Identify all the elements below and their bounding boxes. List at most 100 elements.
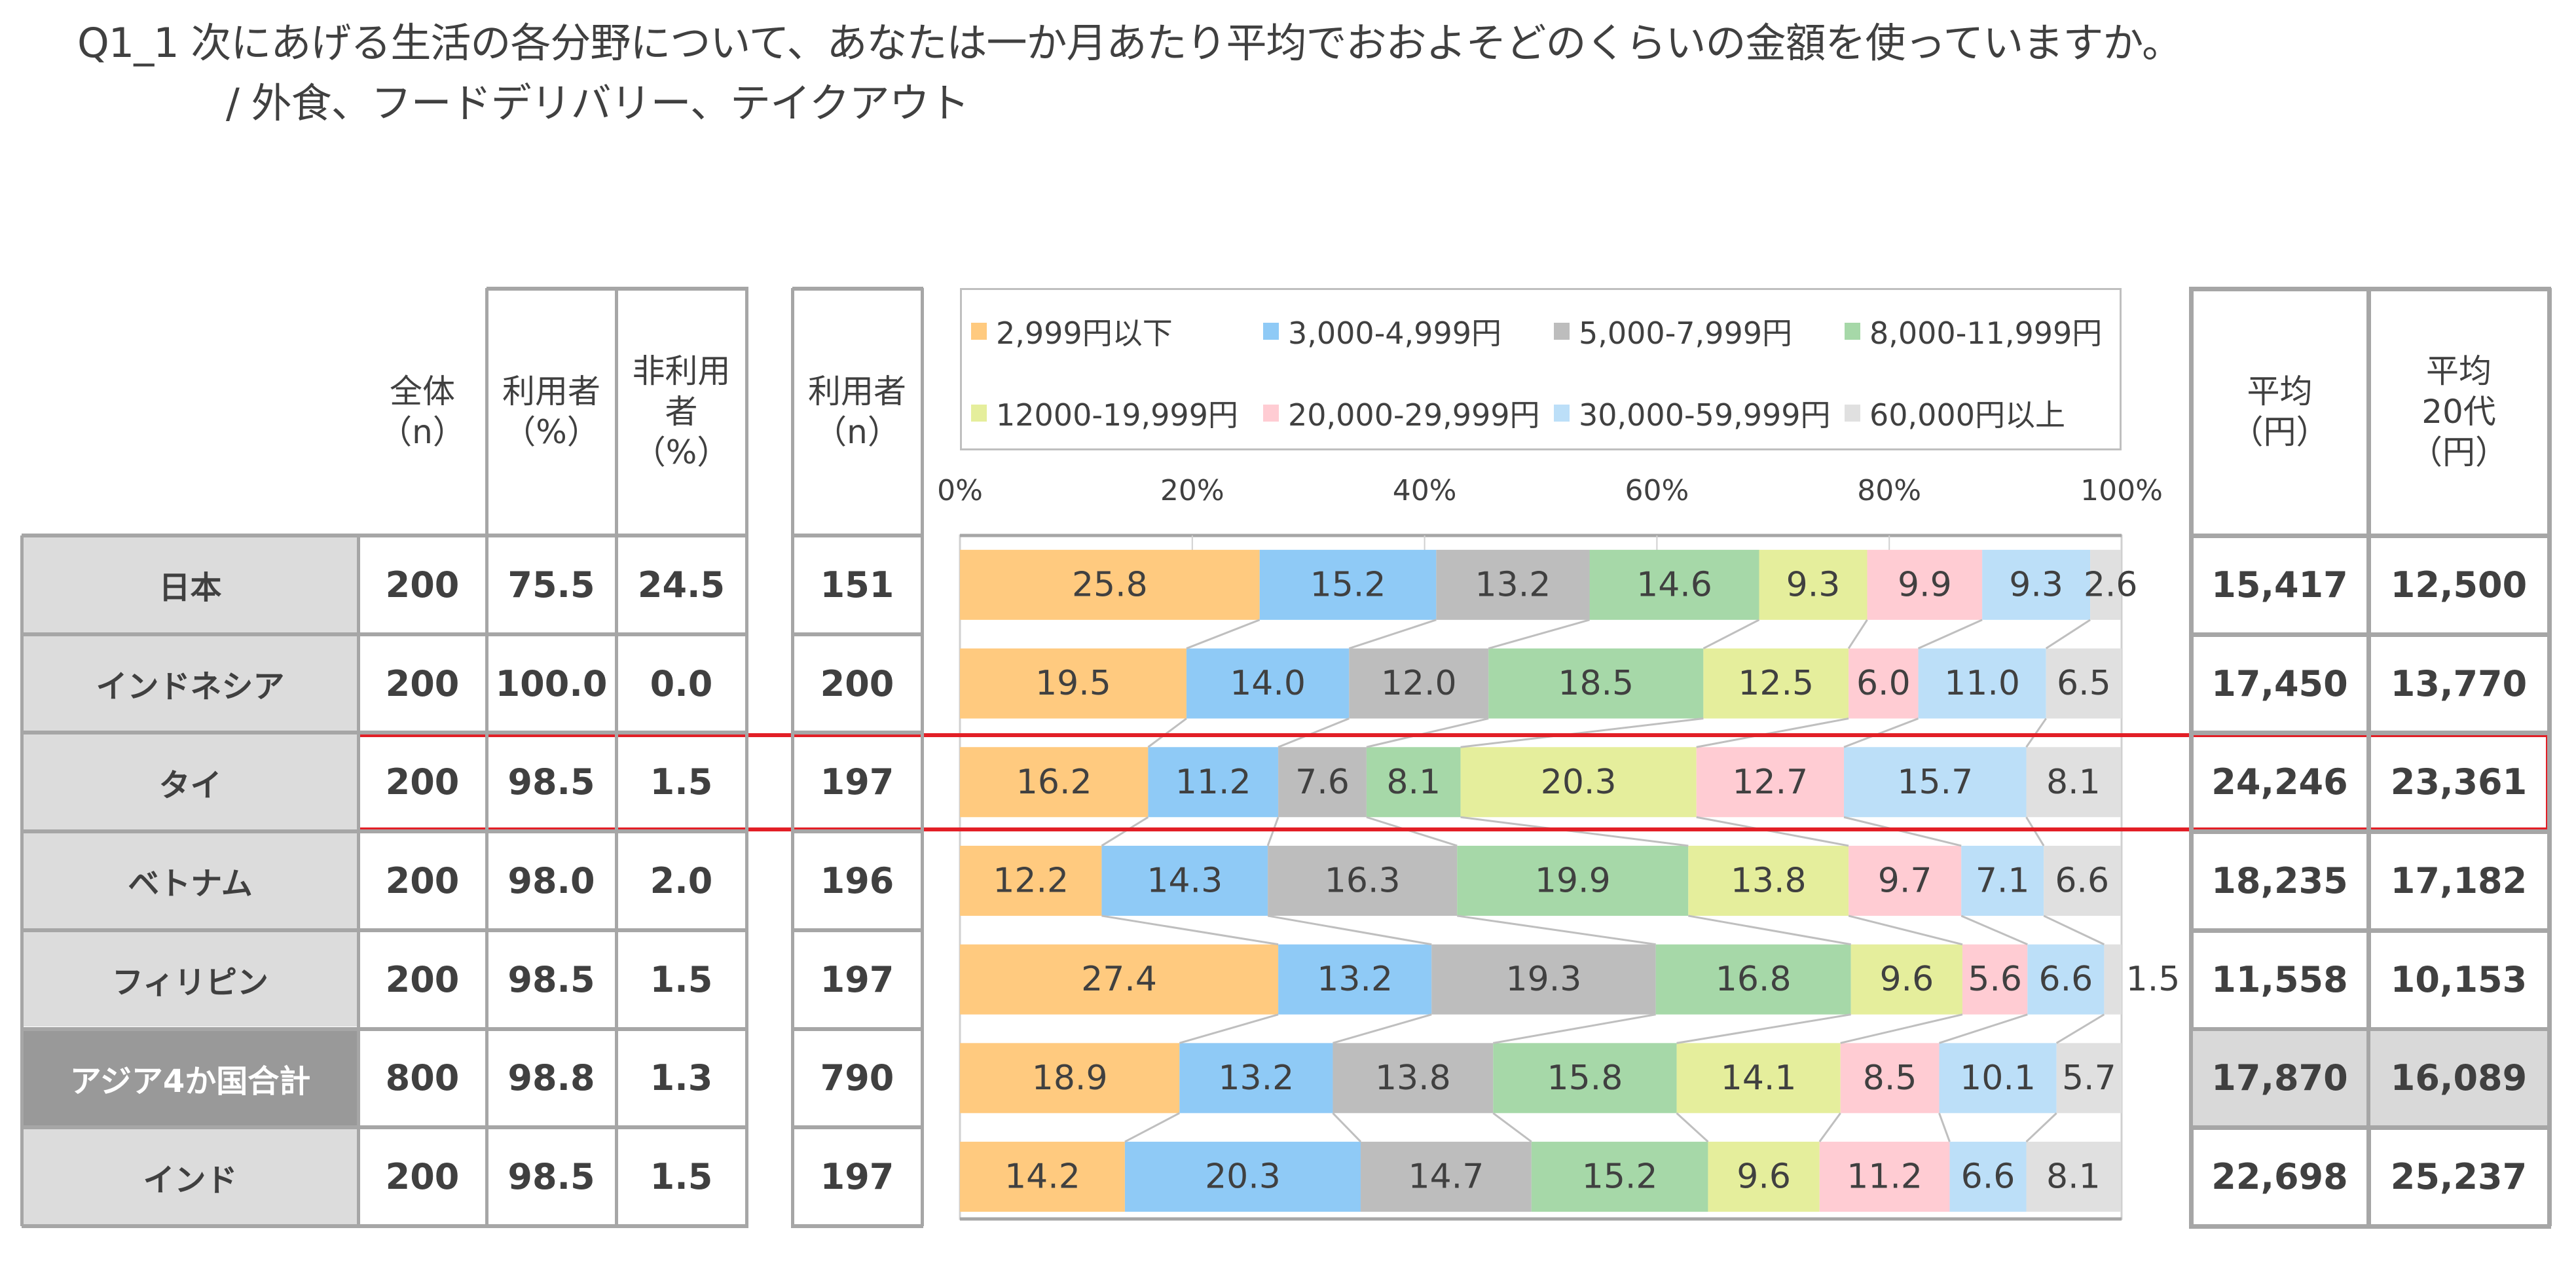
cell-users-pct: 98.5 [507,761,595,803]
series-line [1179,1013,1279,1044]
cell-avg-20s: 10,153 [2390,958,2528,1000]
row-border [791,632,923,636]
series-line [1843,717,1919,748]
series-line [1266,816,1279,846]
column-border [20,535,24,1226]
header-users-pct: 利用者 （%） [502,372,600,451]
bar-segment [960,944,1279,1015]
bar-segment [1849,845,1962,916]
row-label: アジア4か国合計 [24,1030,357,1126]
data-label: 12.5 [1738,664,1814,703]
data-label: 15.7 [1897,763,1973,802]
question-subtitle: / 外食、フードデリバリー、テイクアウト [226,79,970,127]
series-line [1917,619,1983,649]
x-tick-label: 20% [1160,474,1224,507]
bar-segment [2046,648,2122,719]
cell-nonusers-pct: 1.5 [650,761,713,803]
bar-segment [1939,1043,2057,1114]
row-label: タイ [24,735,357,830]
series-line [1366,816,1458,847]
legend-swatch-icon [1263,323,1279,340]
cell-users-pct: 98.0 [507,860,595,901]
series-line [2055,1013,2105,1044]
legend-label: 8,000-11,999円 [1869,316,2103,351]
data-label: 15.8 [1547,1059,1623,1098]
cell-avg: 17,450 [2211,662,2348,704]
bar-segment [1676,1043,1841,1114]
cell-nonusers-pct: 2.0 [650,860,713,901]
legend-item: 20,000-29,999円 [1263,391,1540,435]
row-border [2189,731,2551,736]
bar-segment [2090,549,2121,620]
bar-segment [960,845,1102,916]
data-label: 16.3 [1325,861,1401,900]
bar-segment [1849,648,1919,719]
bar-segment [1259,549,1437,620]
row-border [791,829,923,834]
data-label: 9.9 [1898,565,1952,604]
data-label: 10.1 [1960,1059,2036,1098]
bar-segment [1962,944,2028,1015]
row-border [791,1224,923,1228]
data-label: 7.1 [1976,861,2030,900]
cell-avg: 22,698 [2211,1156,2348,1198]
cell-users-n: 790 [820,1057,894,1099]
series-line [1488,619,1590,649]
bar-segment [1488,648,1704,719]
cell-nonusers-pct: 24.5 [637,564,726,606]
bar-segment [1867,549,1983,620]
legend-label: 30,000-59,999円 [1579,397,1831,433]
data-label: 19.5 [1035,664,1111,703]
data-label: 11.0 [1944,664,2020,703]
bar-segment [1124,1142,1361,1212]
bar-segment [1349,648,1489,719]
series-line [1333,1013,1432,1044]
column-border [2366,288,2371,1226]
bar-segment [1918,648,2046,719]
series-line [1101,915,1279,946]
cell-total-n: 800 [385,1057,460,1099]
row-label: フィリピン [24,932,357,1027]
bar-segment [1688,845,1849,916]
column-border [745,288,748,1226]
bar-segment [2056,1043,2122,1114]
data-label: 12.7 [1732,763,1808,802]
cell-total-n: 200 [385,761,460,803]
column-border [921,288,924,1226]
bar-segment [1531,1142,1708,1212]
data-label: 19.9 [1535,861,1611,900]
legend-label: 12000-19,999円 [996,397,1238,433]
cell-avg-20s: 17,182 [2390,860,2528,901]
data-label: 14.6 [1636,565,1712,604]
row-label: 日本 [24,537,357,632]
series-line [1186,619,1260,649]
data-label: 1.5 [2126,960,2180,999]
legend-item: 5,000-7,999円 [1554,310,1792,353]
data-label: 13.8 [1731,861,1807,900]
row-border [2189,829,2551,835]
bar-segment [1457,845,1689,916]
header-avg-20s: 平均 20代 （円） [2410,352,2508,471]
bar-segment [1366,747,1461,818]
bar-segment [2044,845,2121,916]
cell-avg: 15,417 [2211,564,2348,606]
row-label: ベトナム [24,833,357,928]
data-label: 16.2 [1016,763,1092,802]
column-border [2189,288,2194,1226]
data-label: 9.6 [1879,960,1934,999]
data-label: 18.9 [1032,1059,1108,1098]
bar-segment [1148,747,1279,818]
header-top-border [487,287,748,291]
legend-label: 3,000-4,999円 [1288,316,1501,351]
row-border [22,1026,748,1031]
series-line [2045,619,2091,649]
row-border [791,1125,923,1130]
row-border [22,731,748,735]
series-line [1492,1112,1532,1143]
series-line [1939,1013,2028,1044]
cell-nonusers-pct: 0.0 [650,662,713,704]
data-label: 11.2 [1847,1157,1923,1197]
data-label: 13.8 [1375,1059,1451,1098]
bar-segment [1850,944,1962,1015]
